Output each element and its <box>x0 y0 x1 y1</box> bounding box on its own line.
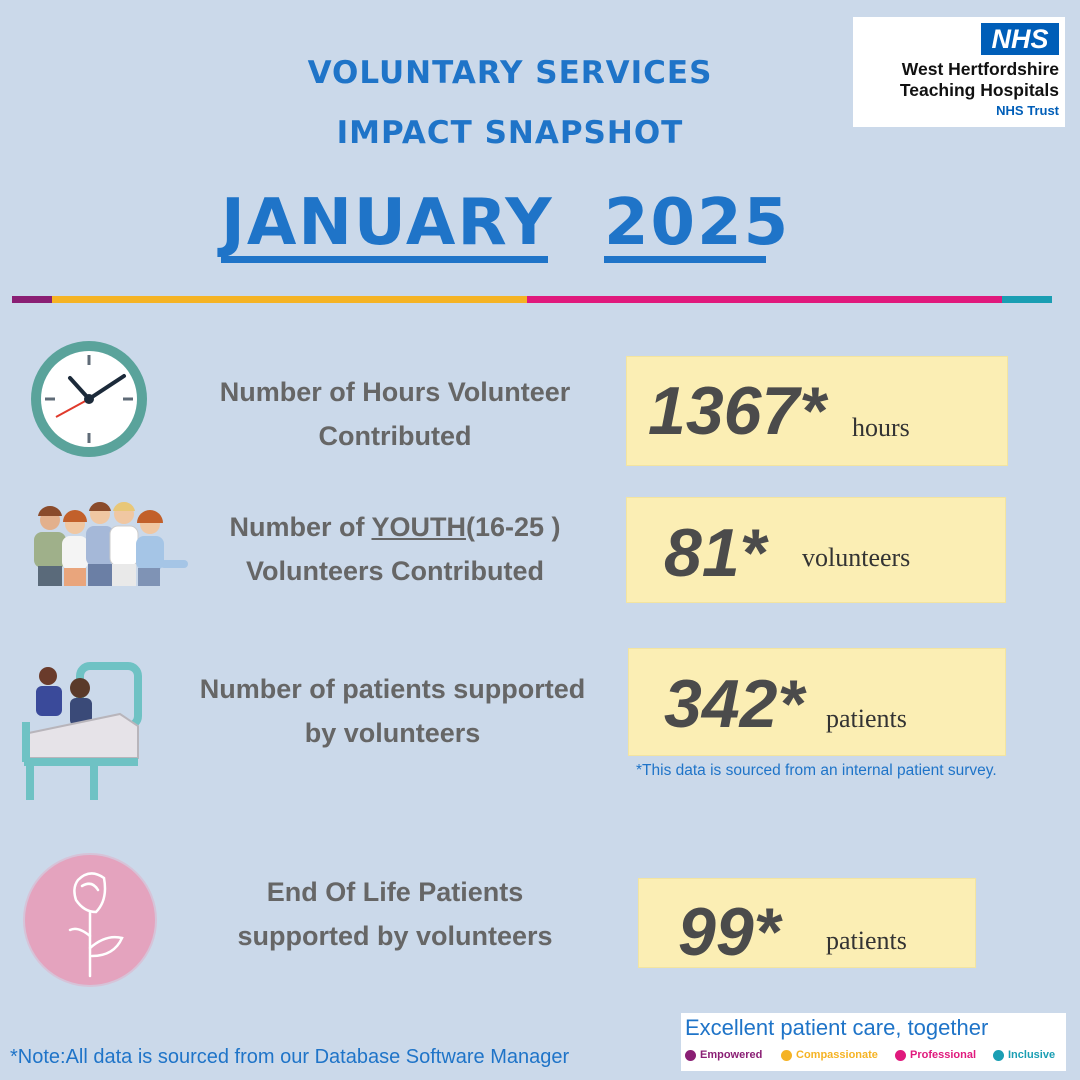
month-underline <box>221 256 548 263</box>
patients-label-line-2: by volunteers <box>304 718 481 748</box>
color-divider <box>12 296 1052 303</box>
divider-segment-pink <box>527 296 1002 303</box>
inclusive-dot-icon <box>993 1049 1004 1061</box>
divider-segment-teal <box>1002 296 1052 303</box>
value-inclusive-label: Inclusive <box>1008 1049 1056 1061</box>
patients-stat-box: 342* patients <box>628 648 1006 756</box>
value-professional: Professional <box>895 1049 976 1061</box>
nhs-trust-logo: NHS West Hertfordshire Teaching Hospital… <box>853 17 1065 127</box>
tagline: Excellent patient care, together <box>685 1015 989 1040</box>
hours-label-line-1: Number of Hours Volunteer <box>219 377 571 407</box>
year-underline <box>604 256 766 263</box>
value-compassionate-label: Compassionate <box>796 1049 878 1061</box>
clock-icon <box>28 338 150 465</box>
professional-dot-icon <box>895 1049 906 1061</box>
end-of-life-label-line-2: supported by volunteers <box>237 921 553 951</box>
title-line-2: IMPACT SNAPSHOT <box>336 115 684 151</box>
youth-label-emphasis: YOUTH <box>371 512 466 542</box>
youth-unit: volunteers <box>802 543 911 572</box>
year-heading: 2025 <box>604 186 791 260</box>
youth-value: 81* <box>664 515 767 591</box>
value-empowered: Empowered <box>685 1049 762 1061</box>
end-of-life-value: 99* <box>678 894 781 970</box>
patients-label: Number of patients supported by voluntee… <box>160 667 625 755</box>
hours-unit: hours <box>852 413 910 442</box>
patients-label-line-1: Number of patients supported <box>199 674 586 704</box>
patients-unit: patients <box>826 704 907 733</box>
youth-label-age-range: (16-25 ) <box>465 512 561 542</box>
end-of-life-stat-box: 99* patients <box>638 878 976 968</box>
trust-values-banner: Excellent patient care, together Empower… <box>681 1013 1066 1071</box>
hours-stat-box: 1367* hours <box>626 356 1008 466</box>
value-empowered-label: Empowered <box>700 1049 763 1061</box>
end-of-life-unit: patients <box>826 926 907 955</box>
empowered-dot-icon <box>685 1049 696 1061</box>
youth-stat-box: 81* volunteers <box>626 497 1006 603</box>
divider-segment-purple <box>12 296 52 303</box>
hours-value: 1367* <box>648 373 826 449</box>
title-line-1: VOLUNTARY SERVICES <box>307 55 713 91</box>
divider-segment-yellow <box>52 296 527 303</box>
database-footnote: *Note:All data is sourced from our Datab… <box>10 1046 570 1068</box>
value-compassionate: Compassionate <box>781 1049 878 1061</box>
org-name: West Hertfordshire Teaching Hospitals <box>900 59 1059 101</box>
survey-footnote: *This data is sourced from an internal p… <box>636 762 997 779</box>
nhs-badge: NHS <box>981 23 1059 55</box>
hours-label: Number of Hours Volunteer Contributed <box>170 370 620 458</box>
youth-label-prefix: Number of <box>229 512 372 542</box>
youth-label: Number of YOUTH(16-25 ) Volunteers Contr… <box>170 505 620 593</box>
hospital-bed-icon <box>20 662 144 809</box>
hours-label-line-2: Contributed <box>318 421 472 451</box>
youth-group-icon <box>20 500 192 597</box>
org-trust: NHS Trust <box>996 103 1059 118</box>
youth-label-line-1: Number of YOUTH(16-25 ) <box>170 505 620 549</box>
value-professional-label: Professional <box>910 1049 977 1061</box>
org-name-line-2: Teaching Hospitals <box>899 80 1059 100</box>
end-of-life-label-line-1: End Of Life Patients <box>266 877 524 907</box>
youth-label-line-2: Volunteers Contributed <box>245 556 544 586</box>
month-heading: JANUARY <box>221 186 554 260</box>
compassionate-dot-icon <box>781 1049 792 1061</box>
org-name-line-1: West Hertfordshire <box>901 59 1059 79</box>
value-inclusive: Inclusive <box>993 1049 1055 1061</box>
end-of-life-label: End Of Life Patients supported by volunt… <box>170 870 620 958</box>
patients-value: 342* <box>664 666 804 742</box>
rose-icon <box>22 852 158 993</box>
